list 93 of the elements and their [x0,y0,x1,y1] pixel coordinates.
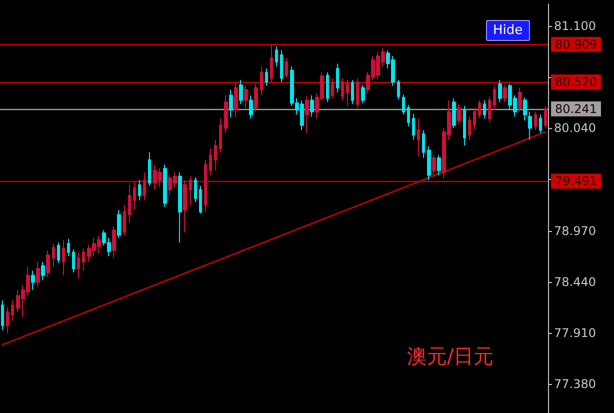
candlestick [1,300,4,331]
candlestick [239,80,243,105]
candlestick [249,94,253,120]
candlestick [224,94,228,134]
candlestick [341,78,344,101]
candlestick [452,98,456,129]
y-tick-label: 78.440 [554,275,596,290]
candlestick [534,111,537,131]
candlestick [523,96,527,121]
candlestick [82,248,85,272]
candlestick [407,104,410,127]
candlestick [234,81,238,118]
candlestick [72,248,75,273]
candlestick [493,85,496,110]
candlestick [544,106,547,129]
candlestick [275,46,278,68]
candlestick [77,252,80,279]
candlestick [422,130,425,158]
candlestick [361,84,365,104]
candlestick [488,96,491,123]
candlestick [133,182,136,210]
candlestick [351,80,354,105]
candlestick [473,107,476,131]
candlestick [67,238,70,257]
candlestick [204,159,207,212]
ref-line-label: 80.241 [555,102,597,116]
candlestick [270,44,273,82]
candlestick [183,180,187,233]
candlestick [432,154,436,176]
candlestick [11,300,14,322]
candlestick [468,116,471,140]
ref-line-label: 80.520 [555,74,597,89]
candlestick [483,100,486,120]
y-tick-label: 78.970 [554,224,596,238]
candlestick [260,66,263,96]
candlestick [36,261,40,288]
y-tick-label: 77.380 [554,377,596,392]
candlestick [199,185,202,214]
candlestick [128,184,131,223]
candlestick [412,113,415,140]
y-tick-label: 77.910 [554,326,596,340]
candlestick [305,96,309,134]
candlestick [189,176,192,206]
candlestick [229,89,233,118]
candlestick [209,148,212,176]
candlestick [457,104,461,125]
candlestick [346,80,349,107]
candlestick [138,180,141,201]
candlestick [52,243,55,268]
candlestick [194,176,197,203]
candlestick [143,172,146,201]
candlestick [463,106,466,146]
candlestick [178,172,182,244]
candlestick [163,164,167,208]
candlestick [539,114,542,134]
candlestick [478,100,481,120]
annotation: 澳元/日元 [407,344,494,368]
candlestick [397,80,400,100]
candlestick [62,239,65,276]
candlestick [123,204,126,236]
candlestick [417,118,420,157]
candlestick [356,78,359,108]
button[interactable]: Hide [486,20,530,41]
candlestick [331,78,334,99]
candlestick [326,72,329,103]
candlestick [214,139,217,171]
candlestick [112,226,116,259]
candlestick [244,85,248,108]
candlestick [336,63,339,94]
candlestick [41,261,45,281]
candlestick [254,83,258,112]
candlestick [31,270,35,290]
candlestick [219,118,222,153]
candlestick [402,94,405,116]
candlestick [265,68,268,86]
candlestick [280,50,283,82]
candlestick [528,111,532,140]
candlestick [427,146,431,181]
candlestick [498,80,502,103]
y-tick-label: 80.040 [554,121,596,136]
ref-line-label: 80.909 [555,37,597,52]
candlestick [57,242,60,264]
candlestick [46,250,50,278]
y-tick-label: 81.100 [554,19,596,34]
candlestick [148,152,151,186]
ref-line-label: 79.491 [555,174,597,188]
candlestick [285,57,288,79]
candlestick [518,87,522,112]
candlestick [503,84,507,103]
candlestick [117,209,121,238]
candlestick [437,154,441,176]
candlestick [310,94,314,118]
candlestick [6,306,9,334]
